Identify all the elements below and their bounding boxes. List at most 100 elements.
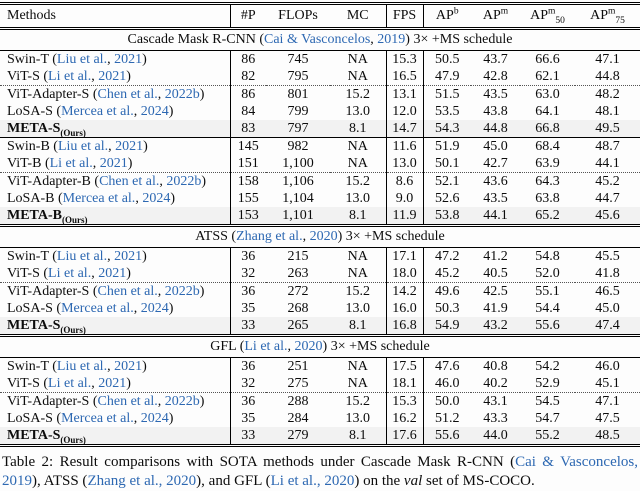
metric-value: 36	[230, 392, 266, 410]
metric-value: 42.7	[483, 156, 508, 171]
citation-link[interactable]: Liu et al.	[56, 249, 108, 264]
citation-link[interactable]: 2022b	[164, 87, 200, 102]
metric-value: 982	[266, 137, 330, 155]
metric-value: 43.5	[483, 191, 508, 206]
method-name: ViT-Adapter-S	[7, 284, 90, 299]
citation-link[interactable]: Mercea et al.	[61, 104, 134, 119]
metric-value: 40.2	[483, 376, 508, 391]
header-superscript: m	[500, 6, 509, 17]
citation-link[interactable]: Zhang et al.	[236, 229, 303, 244]
section-header: GFL (Li et al., 2020) 3× +MS schedule	[0, 334, 640, 358]
citation-link[interactable]: Mercea et al.	[61, 301, 134, 316]
method-name: META-S	[7, 121, 61, 136]
citation-link[interactable]: 2024	[140, 301, 169, 316]
metric-value: 47.1	[595, 52, 620, 67]
citation-link[interactable]: Li et al., 2020	[270, 473, 355, 489]
header-subscript: 50	[555, 15, 565, 26]
citation-link[interactable]: Li et al.	[48, 266, 92, 281]
citation-link[interactable]: Li et al.	[244, 339, 288, 354]
method-name-cell: ViT-Adapter-S (Chen et al., 2022b)	[0, 392, 231, 410]
metric-value: 16.0	[386, 300, 424, 317]
metric-value: 8.6	[386, 172, 424, 190]
citation-link[interactable]: 2024	[140, 104, 169, 119]
citation-link[interactable]: Mercea et al.	[61, 411, 134, 426]
citation-link[interactable]: Mercea et al.	[62, 191, 136, 206]
citation-link[interactable]: 2021	[114, 359, 143, 374]
metric-value: 54.9	[423, 317, 471, 336]
section-row: GFL (Li et al., 2020) 3× +MS schedule	[0, 334, 640, 358]
caption-text: set of MS-COCO.	[422, 473, 535, 489]
metric-value: 65.2	[520, 207, 575, 226]
header-superscript: b	[453, 6, 459, 17]
metric-value: 47.2	[435, 249, 460, 264]
metric-value: 151	[237, 156, 259, 171]
method-name: META-S	[7, 318, 61, 333]
metric-value: 13.0	[330, 190, 387, 207]
metric-value: 9.0	[386, 190, 424, 207]
section-schedule: 3× +MS schedule	[413, 32, 513, 47]
column-header-apm: APm	[471, 3, 520, 30]
method-name: ViT-Adapter-S	[7, 87, 90, 102]
citation-link[interactable]: 2021	[115, 139, 144, 154]
citation-link[interactable]: 2021	[98, 266, 127, 281]
metric-value: 50.3	[435, 301, 460, 316]
citation-link[interactable]: Zhang et al., 2020	[87, 473, 197, 489]
citation-link[interactable]: 2022b	[166, 174, 202, 189]
citation-link[interactable]: Chen et al.	[97, 394, 158, 409]
citation-link[interactable]: 2021	[98, 69, 127, 84]
citation-link[interactable]: 2020	[309, 229, 338, 244]
metric-value: 46.5	[575, 282, 640, 300]
method-name: Swin-T	[7, 52, 49, 67]
metric-value: NA	[330, 50, 387, 68]
caption-text: ) on the	[354, 473, 404, 489]
metric-value: 86	[230, 85, 266, 103]
metric-value: 36	[230, 282, 266, 300]
citation-link[interactable]: 2021	[114, 249, 143, 264]
metric-value: 45.2	[435, 266, 460, 281]
citation-link[interactable]: 2019	[377, 32, 406, 47]
metric-value: 48.5	[575, 427, 640, 446]
citation-link[interactable]: 2020	[294, 339, 323, 354]
citation-link[interactable]: Cai & Vasconcelos	[264, 32, 371, 47]
citation-link[interactable]: Liu et al.	[56, 52, 108, 67]
table-row: ViT-B (Li et al., 2021) 151 1,100 NA 13.0 50.…	[0, 155, 640, 173]
citation-link[interactable]: Chen et al.	[97, 87, 158, 102]
citation-link[interactable]: Li et al.	[48, 69, 92, 84]
metric-value: 17.5	[386, 357, 424, 375]
metric-value: 41.8	[595, 266, 620, 281]
metric-value: 33	[230, 317, 266, 336]
citation-link[interactable]: 2021	[98, 376, 127, 391]
metric-value: 52.9	[535, 376, 560, 391]
metric-value: 35	[241, 411, 256, 426]
citation-link[interactable]: 2022b	[164, 284, 200, 299]
metric-value: 63.0	[520, 85, 575, 103]
citation-link[interactable]: 2021	[114, 52, 143, 67]
citation-link[interactable]: Chen et al.	[99, 174, 160, 189]
caption-text: Table 2: Result comparisons with SOTA me…	[2, 454, 516, 470]
header-row: Methods #P FLOPs MC FPS APb APm APm50 APm75	[0, 3, 640, 30]
method-name-cell: LoSA-S (Mercea et al., 2024)	[0, 103, 231, 120]
citation-link[interactable]: Li et al.	[49, 156, 93, 171]
method-name-cell: META-S(Ours)	[0, 317, 231, 336]
citation-link[interactable]: 2022b	[164, 394, 200, 409]
metric-value: 40.8	[483, 359, 508, 374]
header-superscript: m	[548, 6, 556, 17]
table-row: LoSA-B (Mercea et al., 2024) 155 1,104 13.0…	[0, 190, 640, 207]
metric-value: 799	[287, 104, 309, 119]
citation-link[interactable]: 2024	[142, 191, 171, 206]
citation-link[interactable]: Li et al.	[48, 376, 92, 391]
metric-value: NA	[330, 155, 387, 173]
metric-value: 44.0	[471, 427, 520, 446]
metric-value: 45.0	[595, 301, 620, 316]
citation-link[interactable]: 2024	[140, 411, 169, 426]
citation-link[interactable]: Liu et al.	[56, 359, 108, 374]
metric-value: 15.2	[330, 85, 387, 103]
metric-value: 36	[241, 249, 256, 264]
citation-link[interactable]: Chen et al.	[97, 284, 158, 299]
metric-value: 45.5	[595, 249, 620, 264]
metric-value: 64.3	[520, 172, 575, 190]
metric-value: 48.7	[575, 137, 640, 155]
citation-link[interactable]: 2021	[99, 156, 128, 171]
citation-link[interactable]: Liu et al.	[57, 139, 109, 154]
table-row: ViT-Adapter-B (Chen et al., 2022b) 158 1,1…	[0, 172, 640, 190]
